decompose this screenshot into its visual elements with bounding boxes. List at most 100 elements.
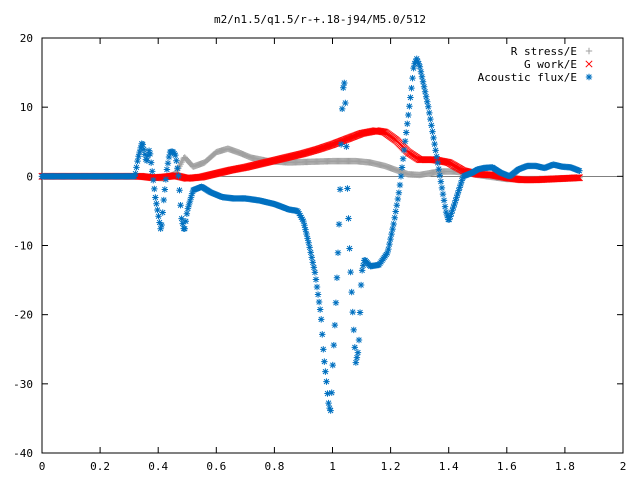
data-point xyxy=(346,245,353,252)
data-point xyxy=(139,141,146,148)
data-point xyxy=(443,212,451,220)
data-point xyxy=(458,177,466,184)
data-point xyxy=(154,206,161,214)
data-point xyxy=(390,220,397,228)
data-point xyxy=(354,349,362,356)
data-point xyxy=(323,378,330,385)
y-tick-label: -40 xyxy=(13,447,33,460)
y-tick-label: -10 xyxy=(13,240,33,253)
data-point xyxy=(330,341,338,349)
data-point xyxy=(334,249,342,256)
y-tick-label: -20 xyxy=(13,309,33,322)
data-point xyxy=(432,147,439,154)
data-point xyxy=(409,74,416,82)
data-point xyxy=(448,210,455,217)
data-point xyxy=(307,249,314,256)
data-point xyxy=(417,68,425,75)
data-point xyxy=(429,128,436,135)
data-point xyxy=(431,140,438,148)
data-point xyxy=(319,331,326,338)
data-point xyxy=(321,358,328,365)
data-point xyxy=(411,60,418,67)
data-point xyxy=(322,368,329,375)
data-point xyxy=(572,174,580,182)
data-point xyxy=(157,225,164,232)
data-point xyxy=(312,276,320,283)
x-tick-label: 1.6 xyxy=(497,460,517,473)
data-point xyxy=(331,321,339,329)
data-point xyxy=(454,190,461,198)
data-point xyxy=(574,174,582,182)
data-point xyxy=(182,218,190,225)
data-point xyxy=(406,103,413,110)
x-tick-label: 1.8 xyxy=(555,460,575,473)
data-point xyxy=(403,129,410,136)
data-point xyxy=(133,164,140,171)
data-point xyxy=(386,240,393,248)
data-point xyxy=(304,235,311,242)
data-point xyxy=(137,144,144,152)
data-point xyxy=(318,316,325,323)
data-point xyxy=(396,181,404,189)
y-tick-label: 0 xyxy=(26,170,33,183)
data-point xyxy=(131,173,138,180)
data-point xyxy=(399,155,407,162)
legend-label: Acoustic flux/E xyxy=(478,71,577,84)
data-point xyxy=(136,148,143,156)
data-point xyxy=(404,120,411,127)
data-point xyxy=(344,185,351,192)
data-point xyxy=(152,194,159,201)
data-point xyxy=(385,245,392,253)
data-point xyxy=(440,197,448,204)
data-point xyxy=(181,225,188,232)
data-point xyxy=(140,146,148,153)
y-axis: -40 -30 -20 -10 0 10 20 xyxy=(13,32,623,460)
data-point xyxy=(389,225,396,233)
data-point xyxy=(165,153,173,161)
data-point xyxy=(313,283,321,291)
data-point xyxy=(575,174,583,182)
data-point xyxy=(179,220,186,227)
data-point xyxy=(356,309,364,316)
series-2 xyxy=(38,55,583,414)
data-point xyxy=(172,151,179,159)
data-point xyxy=(410,64,417,72)
data-point xyxy=(428,122,435,129)
data-point xyxy=(413,55,420,62)
data-point xyxy=(457,180,465,188)
data-point xyxy=(310,264,318,271)
data-point xyxy=(147,159,155,166)
data-point xyxy=(450,203,457,211)
data-point xyxy=(309,259,317,266)
data-point xyxy=(387,235,394,243)
data-point xyxy=(150,176,157,184)
data-point xyxy=(419,78,427,85)
data-point xyxy=(422,93,430,100)
data-point xyxy=(160,196,167,204)
x-tick-label: 0.6 xyxy=(206,460,226,473)
data-point xyxy=(316,306,324,313)
data-point xyxy=(294,208,302,215)
data-point xyxy=(433,153,440,160)
x-tick-label: 0.8 xyxy=(264,460,284,473)
legend-marker xyxy=(585,47,593,55)
data-point xyxy=(163,166,171,173)
data-point xyxy=(149,168,156,175)
data-point xyxy=(311,269,319,276)
data-point xyxy=(336,186,344,193)
data-point xyxy=(451,200,458,208)
data-point xyxy=(393,202,400,209)
y-tick-label: 20 xyxy=(20,32,33,45)
data-point xyxy=(439,190,447,198)
data-point xyxy=(345,215,352,222)
data-point xyxy=(187,194,195,201)
data-point xyxy=(407,94,414,101)
data-point xyxy=(159,209,166,216)
data-point xyxy=(438,184,446,192)
data-point xyxy=(425,103,432,110)
data-point xyxy=(441,203,449,210)
data-point xyxy=(299,216,306,223)
legend-marker xyxy=(585,73,593,81)
data-point xyxy=(185,201,193,209)
